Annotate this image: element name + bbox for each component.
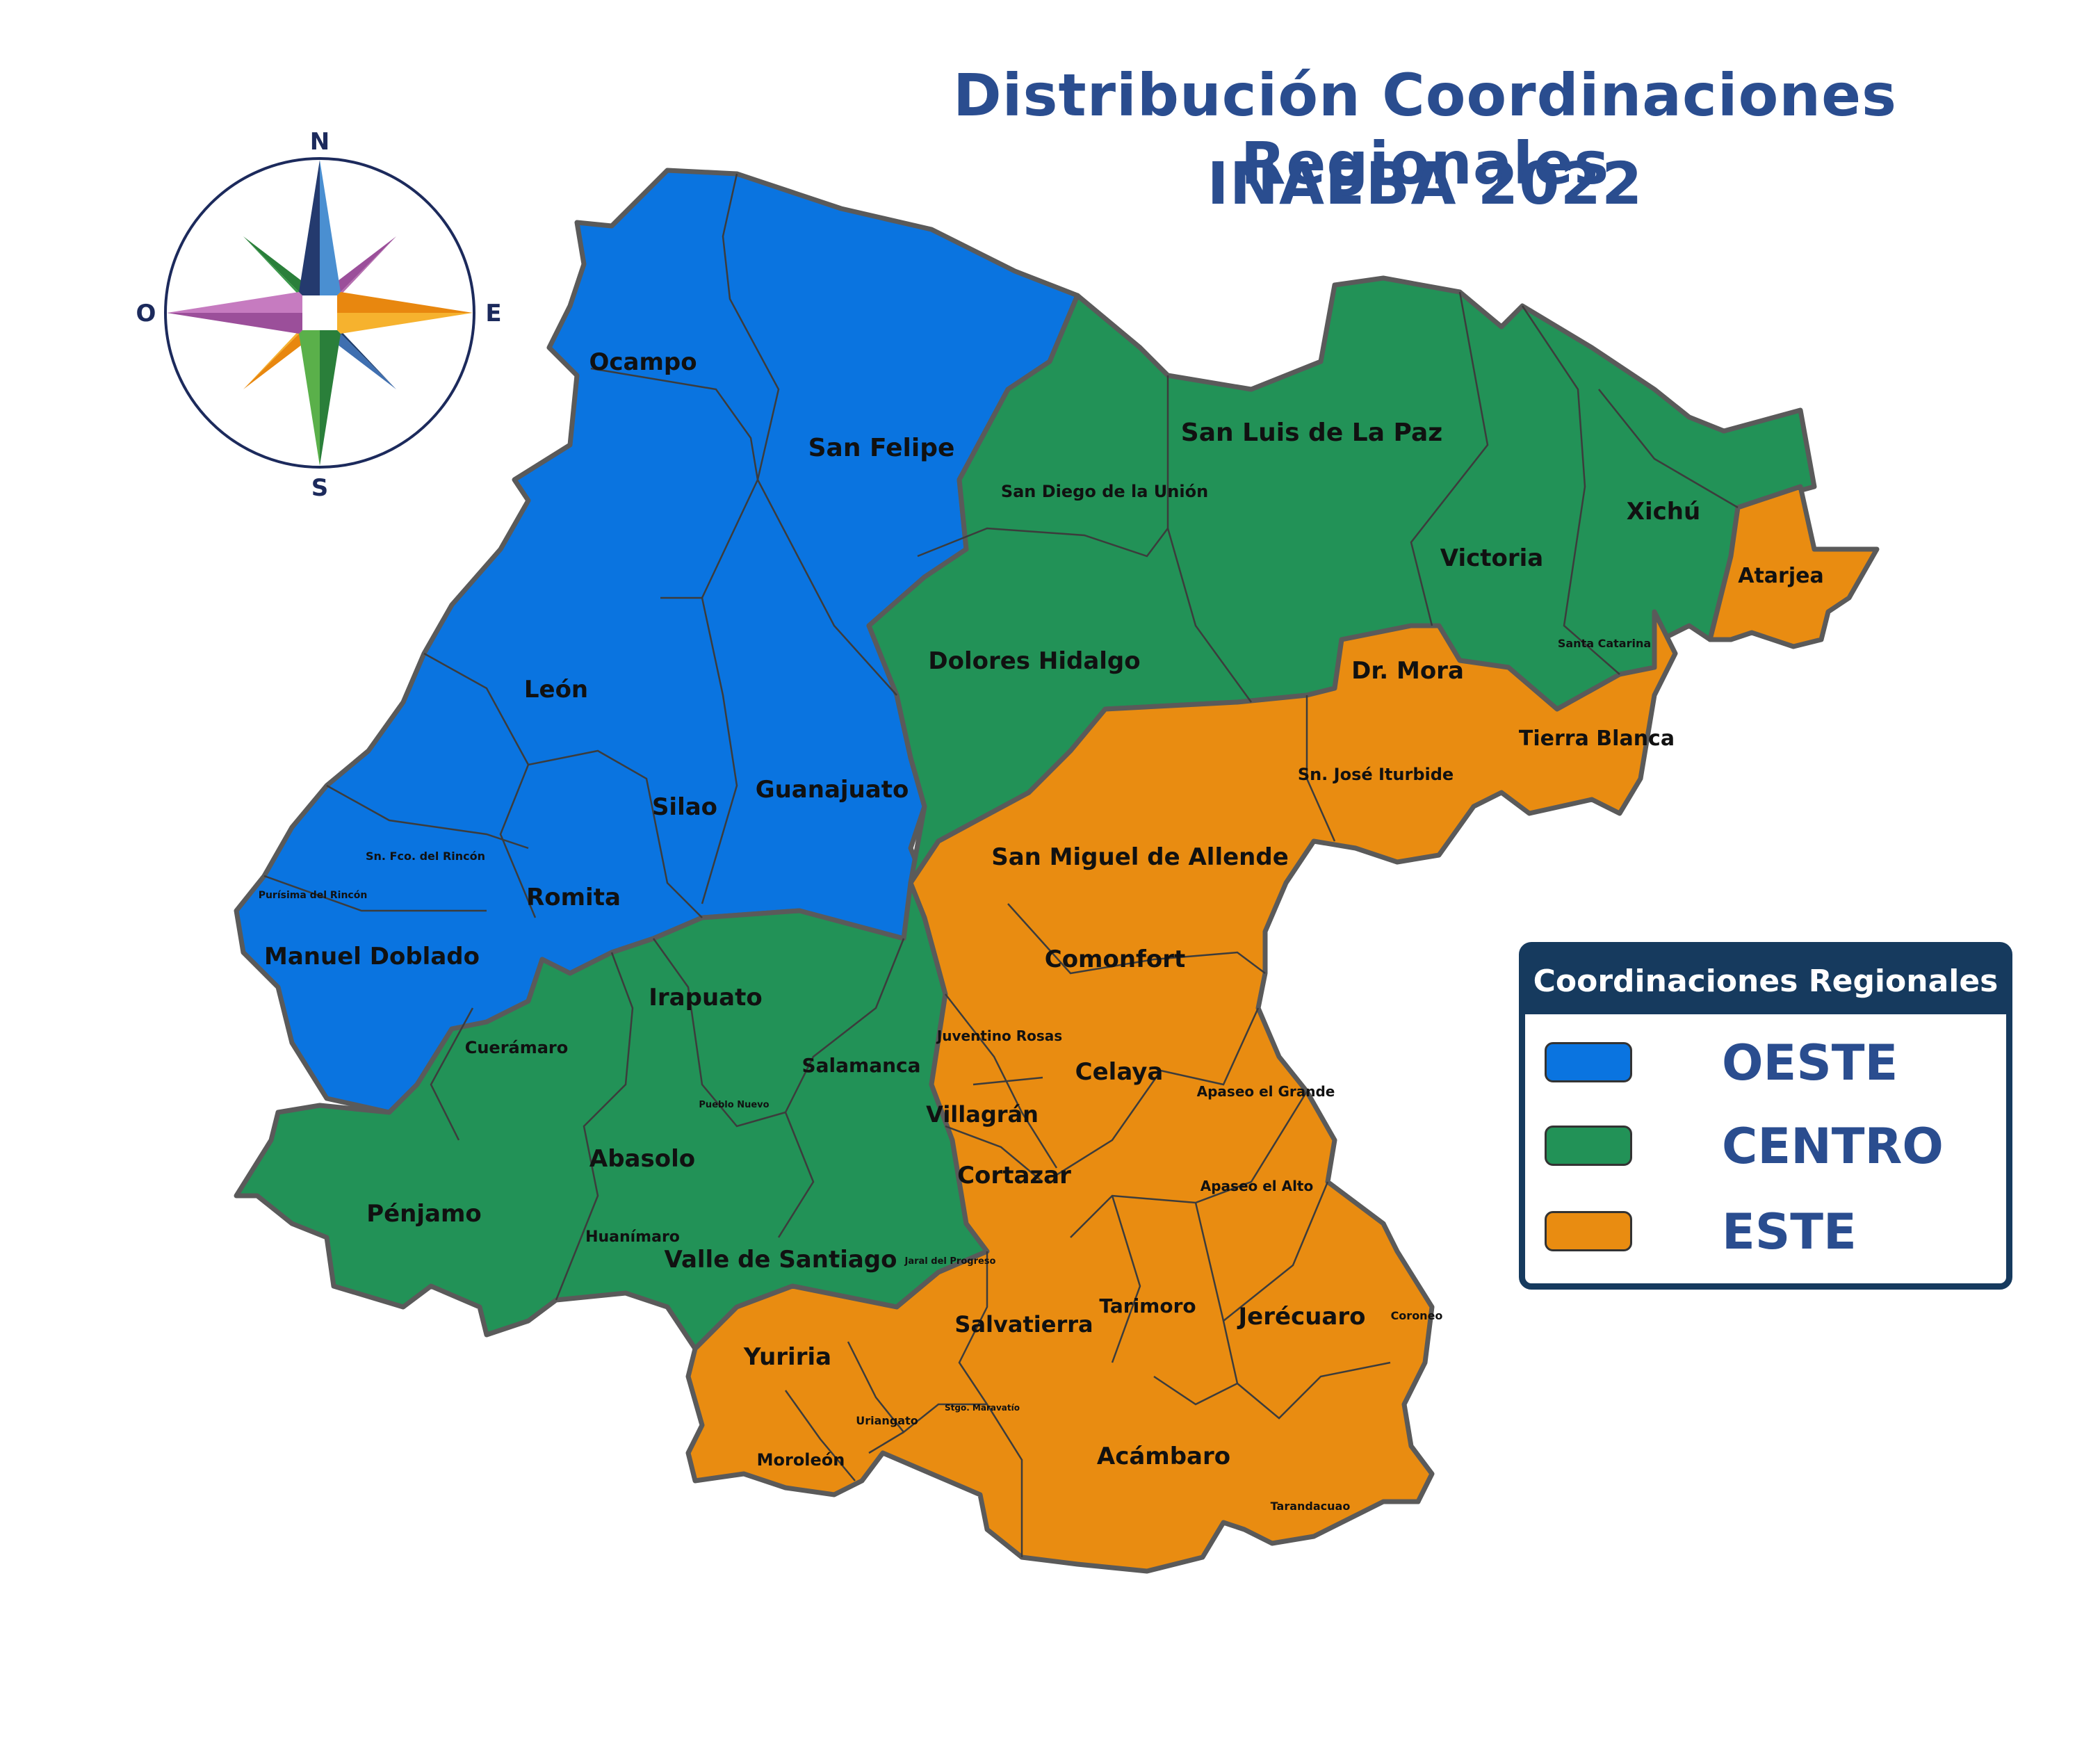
compass-east-label: E bbox=[485, 300, 501, 327]
compass-north-label: N bbox=[310, 128, 329, 156]
municipality-label: Sn. Fco. del Rincón bbox=[366, 850, 485, 863]
municipality-label: Tierra Blanca bbox=[1519, 726, 1675, 751]
municipal-border bbox=[1521, 305, 1620, 675]
municipality-label: Dr. Mora bbox=[1351, 657, 1464, 685]
compass-south-label: S bbox=[311, 474, 329, 501]
region-este bbox=[685, 484, 1880, 1574]
legend-item-este: ESTE bbox=[1545, 1204, 1989, 1260]
map-subtitle: INAEBA 2022 bbox=[1207, 149, 1643, 218]
municipality-label: Cortazar bbox=[957, 1162, 1071, 1189]
municipality-label: San Miguel de Allende bbox=[991, 843, 1289, 871]
municipal-border bbox=[590, 367, 759, 599]
municipality-label: Villagrán bbox=[926, 1101, 1039, 1128]
municipality-label: Tarimoro bbox=[1099, 1294, 1196, 1317]
municipal-border bbox=[1166, 375, 1253, 703]
legend-swatch-centro bbox=[1545, 1126, 1632, 1166]
municipal-border bbox=[1223, 1181, 1329, 1322]
municipality-label: Jaral del Progreso bbox=[904, 1256, 996, 1267]
municipality-label: Manuel Doblado bbox=[264, 943, 480, 970]
legend-label-centro: CENTRO bbox=[1722, 1118, 1944, 1175]
municipality-label: Irapuato bbox=[649, 984, 762, 1012]
municipal-border bbox=[756, 479, 897, 696]
municipal-border bbox=[917, 527, 1169, 558]
legend-panel: Coordinaciones Regionales OESTE CENTRO E… bbox=[1519, 942, 2012, 1290]
municipality-label: Stgo. Maravatío bbox=[945, 1403, 1020, 1413]
municipality-label: Yuriria bbox=[743, 1343, 831, 1371]
municipal-border bbox=[430, 1007, 474, 1141]
municipality-label: Atarjea bbox=[1738, 564, 1823, 588]
municipality-label: Apaseo el Grande bbox=[1197, 1083, 1335, 1100]
municipality-label: Silao bbox=[652, 793, 717, 821]
municipal-border bbox=[945, 993, 1058, 1169]
municipality-label: Pueblo Nuevo bbox=[699, 1100, 769, 1110]
municipal-border bbox=[945, 1125, 1043, 1183]
municipality-label: Salvatierra bbox=[954, 1311, 1093, 1338]
municipality-label: Coroneo bbox=[1391, 1309, 1443, 1322]
municipality-label: Apaseo el Alto bbox=[1200, 1178, 1313, 1194]
municipal-border bbox=[1111, 1195, 1141, 1363]
legend-title: Coordinaciones Regionales bbox=[1525, 948, 2006, 1014]
municipality-label: Victoria bbox=[1440, 544, 1544, 572]
legend-swatch-este bbox=[1545, 1211, 1632, 1251]
municipality-label: Valle de Santiago bbox=[664, 1246, 897, 1274]
regions-layer bbox=[234, 168, 1880, 1574]
municipal-border bbox=[1237, 1361, 1391, 1420]
municipality-label: Salamanca bbox=[801, 1054, 920, 1077]
municipality-label: Cuerámaro bbox=[465, 1038, 569, 1057]
map-title: Distribución Coordinaciones Regionales bbox=[952, 61, 1898, 197]
municipality-label: Tarandacuao bbox=[1271, 1500, 1351, 1513]
municipality-label: Moroleón bbox=[757, 1450, 845, 1470]
municipal-border bbox=[652, 938, 786, 1128]
municipal-border bbox=[1305, 695, 1336, 842]
municipal-border bbox=[1598, 389, 1739, 509]
municipal-border bbox=[1410, 291, 1489, 626]
municipality-label: San Diego de la Unión bbox=[1001, 482, 1208, 501]
compass-rose-icon: N S E O bbox=[136, 128, 502, 501]
municipal-border bbox=[528, 749, 703, 918]
municipal-border bbox=[777, 938, 905, 1238]
municipality-label: Huanímaro bbox=[585, 1228, 680, 1246]
municipality-label: Celaya bbox=[1075, 1058, 1164, 1086]
municipality-label: Abasolo bbox=[589, 1145, 695, 1173]
municipality-label: Purísima del Rincón bbox=[259, 890, 368, 901]
municipal-border bbox=[1007, 903, 1266, 975]
municipality-label: Sn. José Iturbide bbox=[1298, 765, 1454, 784]
legend-label-este: ESTE bbox=[1722, 1203, 1857, 1260]
municipality-label: San Felipe bbox=[808, 434, 955, 462]
municipal-border bbox=[972, 1076, 1043, 1086]
municipality-label: Comonfort bbox=[1045, 945, 1185, 973]
municipality-label: Uriangato bbox=[856, 1414, 918, 1427]
municipality-label: Pénjamo bbox=[366, 1200, 482, 1228]
municipality-label: León bbox=[524, 676, 588, 704]
municipality-label: Santa Catarina bbox=[1558, 637, 1651, 650]
labels-layer: Ocampo San Felipe León Silao Guanajuato Sn. F… bbox=[259, 348, 1824, 1513]
municipal-border bbox=[722, 173, 780, 480]
legend-swatch-oeste bbox=[1545, 1042, 1632, 1082]
municipality-label: Dolores Hidalgo bbox=[928, 647, 1140, 675]
municipal-border bbox=[958, 1251, 1023, 1557]
municipal-border bbox=[1056, 1007, 1260, 1176]
municipality-label: San Luis de La Paz bbox=[1181, 419, 1442, 447]
municipality-label: Juventino Rosas bbox=[936, 1028, 1062, 1044]
municipality-label: Xichú bbox=[1627, 498, 1700, 526]
municipal-border bbox=[326, 784, 529, 850]
legend-item-centro: CENTRO bbox=[1545, 1119, 1989, 1174]
legend-item-oeste: OESTE bbox=[1545, 1035, 1989, 1091]
municipal-border bbox=[868, 1431, 904, 1454]
municipal-border bbox=[660, 596, 738, 904]
municipality-label: Ocampo bbox=[589, 348, 697, 376]
municipal-border bbox=[555, 952, 634, 1301]
municipality-label: Guanajuato bbox=[756, 776, 909, 804]
legend-label-oeste: OESTE bbox=[1722, 1034, 1898, 1091]
municipal-border bbox=[784, 1390, 856, 1481]
compass-west-label: O bbox=[136, 300, 156, 327]
municipality-label: Jerécuaro bbox=[1237, 1303, 1366, 1331]
municipal-border bbox=[263, 875, 487, 912]
municipality-label: Acámbaro bbox=[1097, 1443, 1230, 1470]
municipality-label: Romita bbox=[526, 884, 621, 911]
